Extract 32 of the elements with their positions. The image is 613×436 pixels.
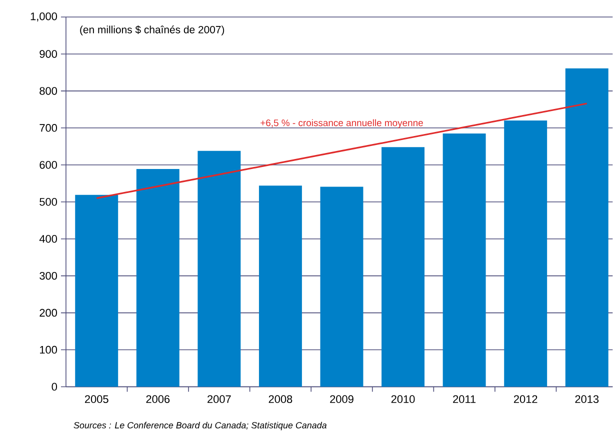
- y-tick-label: 200: [40, 309, 58, 317]
- x-tick-label: 2008: [268, 395, 292, 404]
- y-tick-label: 800: [40, 87, 58, 95]
- y-tick-label: 500: [40, 198, 58, 206]
- x-tick-label: 2009: [330, 395, 354, 404]
- bar: [75, 194, 118, 387]
- bar: [565, 68, 608, 387]
- x-tick-label: 2007: [208, 395, 231, 404]
- x-tick-label: 2011: [453, 395, 476, 404]
- y-tick-label: 400: [39, 235, 58, 243]
- bar: [442, 134, 486, 387]
- annotation: +6,5 % - croissance annuelle moyenne: [260, 119, 423, 128]
- bar: [382, 147, 425, 387]
- y-tick-label: 0: [52, 383, 58, 391]
- x-tick-label: 2006: [146, 395, 170, 404]
- bar: [136, 169, 180, 387]
- text: (en millions $ chaînés de 2007): [80, 26, 224, 36]
- y-tick-label: 700: [40, 124, 58, 132]
- source-note: Sources : Le Conference Board du Canada; Statistique Canada: [74, 422, 327, 430]
- x-tick-label: 2013: [575, 395, 599, 404]
- bar: [198, 150, 241, 387]
- x-tick-label: 2010: [391, 395, 415, 404]
- y-tick-label: 600: [40, 161, 58, 169]
- y-tick-label: 100: [40, 346, 58, 354]
- y-tick-label: 300: [40, 272, 58, 280]
- y-tick-label: 900: [40, 50, 58, 58]
- bar: [320, 186, 364, 387]
- bar: [504, 120, 548, 387]
- y-tick-label: 1,000: [30, 12, 58, 22]
- x-tick-label: 2012: [514, 395, 538, 404]
- bar: [258, 186, 302, 387]
- x-tick-label: 2005: [84, 395, 108, 404]
